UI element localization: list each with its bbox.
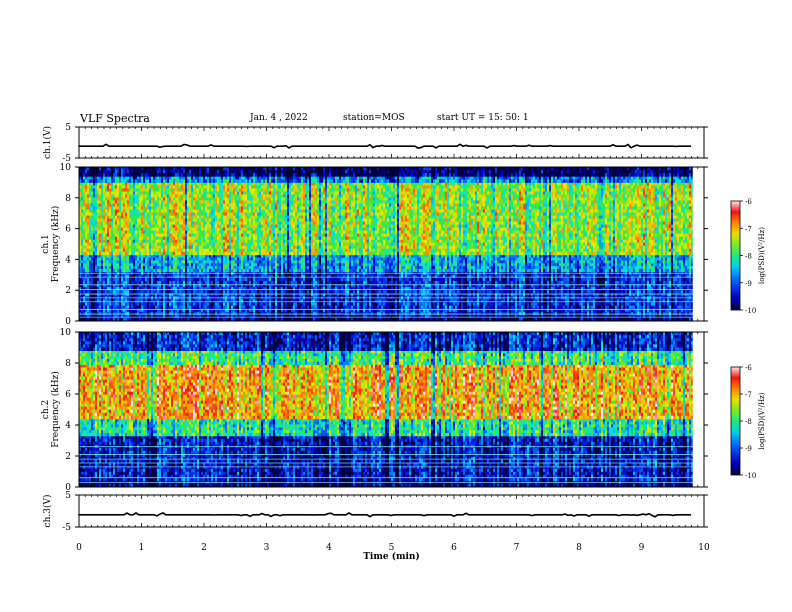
y-tick-label: 8: [65, 359, 71, 369]
x-tick-label: 2: [201, 543, 207, 553]
y-tick-label: 6: [65, 225, 71, 235]
y-axis-label: ch.2 Frequency (kHz): [41, 371, 61, 448]
colorbar-tick-label: -8: [745, 253, 752, 261]
colorbar-label: log(PSD)(V²/Hz): [758, 392, 766, 449]
y-axis-label-line: ch.1(V): [42, 126, 53, 159]
y-axis-label-line: ch.2: [41, 400, 51, 419]
colorbar-tick-label: -7: [745, 225, 752, 233]
panel-frame-1: [78, 126, 705, 159]
x-tick-label: 1: [139, 543, 145, 553]
colorbar-ch2: [730, 366, 741, 476]
spectrogram-ch1: [79, 167, 704, 321]
x-tick-label: 4: [326, 543, 332, 553]
no-data-region: [692, 332, 704, 487]
y-tick-label: 4: [65, 421, 71, 431]
colorbar-tick-label: -7: [745, 391, 752, 399]
colorbar-label: log(PSD)(V²/Hz): [758, 227, 766, 284]
y-tick-label: 5: [65, 491, 71, 501]
colorbar-tick-label: -9: [745, 445, 752, 453]
x-tick-label: 10: [698, 543, 710, 553]
colorbar-tick-label: -8: [745, 418, 752, 426]
y-axis-label: ch.1(V): [42, 126, 53, 159]
y-tick-label: 10: [60, 328, 72, 338]
station-label: station=MOS: [343, 113, 405, 123]
x-tick-label: 3: [264, 543, 270, 553]
y-tick-label: 2: [65, 286, 71, 296]
y-tick-label: 6: [65, 390, 71, 400]
y-tick-label: -5: [62, 154, 71, 164]
x-tick-label: 9: [639, 543, 645, 553]
colorbar-tick-label: -6: [745, 364, 752, 372]
y-axis-label-line: Frequency (kHz): [50, 206, 61, 283]
x-tick-label: 6: [451, 543, 457, 553]
y-tick-label: 0: [65, 483, 71, 493]
spectrogram-ch2: [79, 332, 704, 487]
colorbar-tick-label: -9: [745, 280, 752, 288]
x-tick-label: 8: [576, 543, 582, 553]
y-axis-label: ch.3(V): [42, 495, 53, 528]
no-data-region: [692, 167, 704, 321]
y-axis-label-line: ch.1: [41, 234, 51, 253]
colorbar-label-text: log(PSD)(V²/Hz): [758, 227, 766, 284]
colorbar-label-text: log(PSD)(V²/Hz): [758, 392, 766, 449]
colorbar-tick-label: -10: [745, 472, 756, 480]
y-tick-label: -5: [62, 523, 71, 533]
y-tick-label: 10: [60, 163, 72, 173]
colorbar-tick-label: -6: [745, 198, 752, 206]
start-time-label: start UT = 15: 50: 1: [437, 113, 529, 123]
date-label: Jan. 4 , 2022: [250, 113, 308, 123]
x-tick-label: 7: [514, 543, 520, 553]
waveform-trace-ch3: [78, 511, 691, 518]
chart-title: VLF Spectra: [80, 112, 150, 125]
x-tick-label: 5: [389, 543, 395, 553]
x-axis-label: Time (min): [363, 551, 420, 562]
y-tick-label: 2: [65, 452, 71, 462]
y-tick-label: 8: [65, 194, 71, 204]
y-axis-label: ch.1 Frequency (kHz): [41, 206, 61, 283]
x-tick-label: 0: [76, 543, 82, 553]
colorbar-ch1: [730, 200, 741, 311]
colorbar-tick-label: -10: [745, 307, 756, 315]
y-axis-label-line: ch.3(V): [42, 495, 53, 528]
panel-frame-4: [78, 494, 705, 528]
waveform-trace-ch1: [78, 143, 691, 149]
y-tick-label: 5: [65, 123, 71, 133]
y-tick-label: 0: [65, 317, 71, 327]
y-axis-label-line: Frequency (kHz): [50, 371, 61, 448]
y-tick-label: 4: [65, 255, 71, 265]
